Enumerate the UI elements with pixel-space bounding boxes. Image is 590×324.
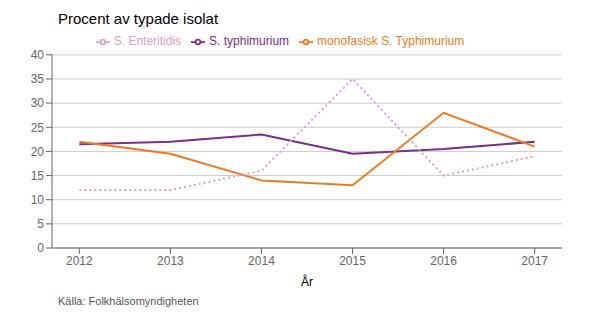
html-text:S. Enteritidis: S. Enteritidis: [113, 34, 182, 48]
svg-text:10: 10: [31, 193, 45, 207]
svg-text:15: 15: [31, 169, 45, 183]
svg-text:30: 30: [31, 96, 45, 110]
svg-text:35: 35: [31, 72, 45, 86]
svg-text:2013: 2013: [157, 254, 184, 268]
html-text:Källa: Folkhälsomyndigheten: Källa: Folkhälsomyndigheten: [58, 295, 199, 307]
svg-text:2012: 2012: [66, 254, 93, 268]
svg-text:År: År: [301, 274, 313, 289]
html-text:Procent av typade isolat: Procent av typade isolat: [58, 10, 219, 27]
svg-text:25: 25: [31, 121, 45, 135]
svg-text:2016: 2016: [430, 254, 457, 268]
svg-text:40: 40: [31, 48, 45, 62]
html-text:monofasisk S. Typhimurium: monofasisk S. Typhimurium: [317, 34, 465, 48]
svg-text:0: 0: [37, 241, 44, 255]
svg-text:2014: 2014: [248, 254, 275, 268]
svg-text:2015: 2015: [339, 254, 366, 268]
svg-text:20: 20: [31, 145, 45, 159]
svg-text:2017: 2017: [521, 254, 548, 268]
svg-text:5: 5: [37, 217, 44, 231]
html-text:S. typhimurium: S. typhimurium: [209, 34, 290, 48]
